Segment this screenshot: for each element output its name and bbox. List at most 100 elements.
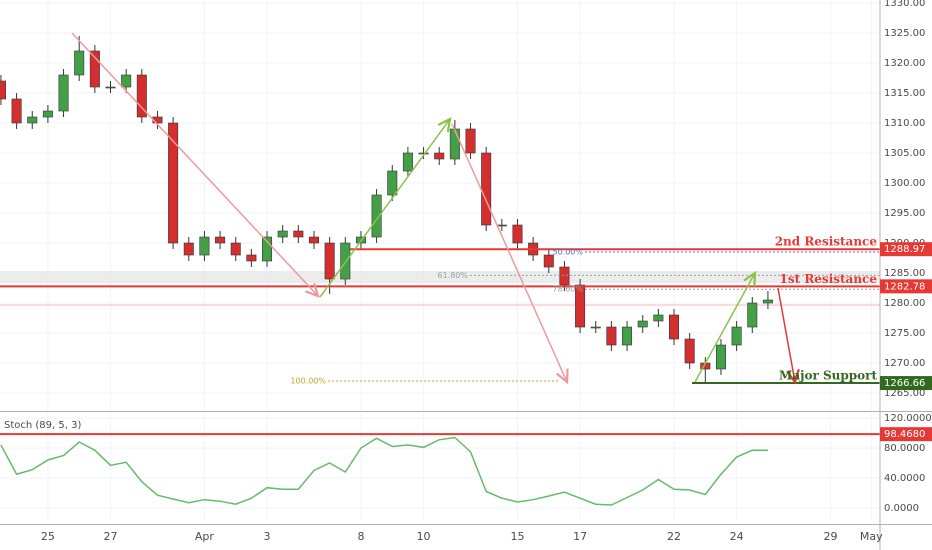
- level-value: 98.4680: [884, 429, 925, 440]
- candle-body: [731, 326, 742, 346]
- y-tick-label: 1285.00: [884, 268, 925, 279]
- level-value: 1282.78: [884, 281, 925, 292]
- fib-label: 50.00%: [552, 248, 583, 257]
- fib-label: 61.80%: [437, 271, 468, 280]
- candle-body: [402, 152, 413, 172]
- indicator-label: Stoch (89, 5, 3): [4, 420, 81, 431]
- candle-body: [277, 230, 288, 238]
- y-tick-label: 1295.00: [884, 208, 925, 219]
- x-tick-label: 8: [357, 530, 364, 543]
- candle-body: [762, 299, 773, 304]
- x-tick-label: 3: [264, 530, 271, 543]
- arrow: [694, 273, 755, 383]
- x-tick-label: 24: [730, 530, 744, 543]
- fib-label: 78.60%: [552, 285, 583, 294]
- candle-body: [669, 314, 680, 340]
- candle-body: [559, 266, 570, 286]
- level-label: 1st Resistance: [780, 272, 878, 286]
- x-tick-label: 17: [573, 530, 587, 543]
- y-tick-label: 1320.00: [884, 58, 925, 69]
- candle-body: [293, 230, 304, 238]
- x-tick-label: Apr: [195, 530, 215, 543]
- candle-body: [637, 320, 648, 328]
- candle-body: [262, 236, 273, 262]
- level-value-box: [880, 242, 932, 257]
- level-value-box: [880, 427, 932, 442]
- level-value: 1288.97: [884, 244, 925, 255]
- x-tick-label: 29: [824, 530, 838, 543]
- candle-body: [622, 326, 633, 346]
- x-tick-label: 25: [41, 530, 55, 543]
- y-tick-label: 1265.00: [884, 388, 925, 399]
- resistance-zone: [0, 271, 880, 283]
- level-label: 2nd Resistance: [775, 235, 878, 249]
- fib-label: 100.00%: [290, 377, 326, 386]
- candle-body: [606, 326, 617, 346]
- candle-body: [27, 116, 38, 124]
- candle-body: [121, 74, 132, 88]
- x-tick-label: 15: [510, 530, 524, 543]
- candle-body: [324, 242, 335, 280]
- candle-body: [230, 242, 241, 256]
- candle-body: [543, 254, 554, 268]
- candle-body: [465, 128, 476, 154]
- candle-body: [481, 152, 492, 226]
- drawings: [71, 32, 795, 383]
- candle-body: [512, 224, 523, 244]
- y-tick-label: 40.0000: [884, 473, 925, 484]
- candle-body: [496, 224, 507, 227]
- x-tick-label: 10: [417, 530, 431, 543]
- indicator-line: [0, 436, 768, 506]
- arrow: [319, 119, 450, 298]
- candle-body: [89, 50, 100, 88]
- level-value-box: [880, 376, 932, 391]
- y-tick-label: 1275.00: [884, 328, 925, 339]
- candle-body: [308, 236, 319, 244]
- candle-body: [74, 50, 85, 76]
- level-label: Major Support: [779, 369, 877, 383]
- candle-body: [168, 122, 179, 244]
- candle-body: [246, 254, 257, 262]
- level-value: 1266.66: [884, 378, 925, 389]
- candle-body: [199, 236, 210, 256]
- candle-body: [136, 74, 147, 118]
- candle-body: [418, 152, 429, 155]
- y-tick-label: 1330.00: [884, 0, 925, 9]
- candle-body: [183, 242, 194, 256]
- candle-body: [105, 86, 116, 89]
- y-tick-label: 1305.00: [884, 148, 925, 159]
- candle-body: [449, 128, 460, 160]
- grid: [0, 0, 880, 522]
- y-tick-label: 1310.00: [884, 118, 925, 129]
- candle-body: [434, 152, 445, 160]
- x-tick-label: May: [860, 530, 883, 543]
- y-tick-label: 1315.00: [884, 88, 925, 99]
- y-tick-label: 120.0000: [884, 413, 932, 424]
- x-tick-label: 22: [667, 530, 681, 543]
- candle-body: [11, 98, 22, 124]
- candle-body: [653, 314, 664, 322]
- y-tick-label: 1325.00: [884, 28, 925, 39]
- candle-body: [42, 110, 53, 118]
- arrow: [777, 287, 795, 382]
- y-tick-label: 80.0000: [884, 443, 925, 454]
- y-tick-label: 1270.00: [884, 358, 925, 369]
- candle-body: [371, 194, 382, 238]
- x-tick-label: 27: [104, 530, 118, 543]
- marks: [0, 36, 880, 506]
- candle-body: [747, 302, 758, 328]
- candle-body: [58, 74, 69, 112]
- candle-body: [387, 170, 398, 196]
- candle-body: [684, 338, 695, 364]
- y-tick-label: 1300.00: [884, 178, 925, 189]
- candle-body: [0, 80, 6, 100]
- candle-body: [340, 242, 351, 280]
- candle-body: [715, 344, 726, 370]
- level-value-box: [880, 279, 932, 294]
- candle-body: [590, 326, 601, 329]
- y-tick-label: 1280.00: [884, 298, 925, 309]
- candle-body: [575, 284, 586, 328]
- arrow: [71, 32, 318, 296]
- candle-body: [215, 236, 226, 244]
